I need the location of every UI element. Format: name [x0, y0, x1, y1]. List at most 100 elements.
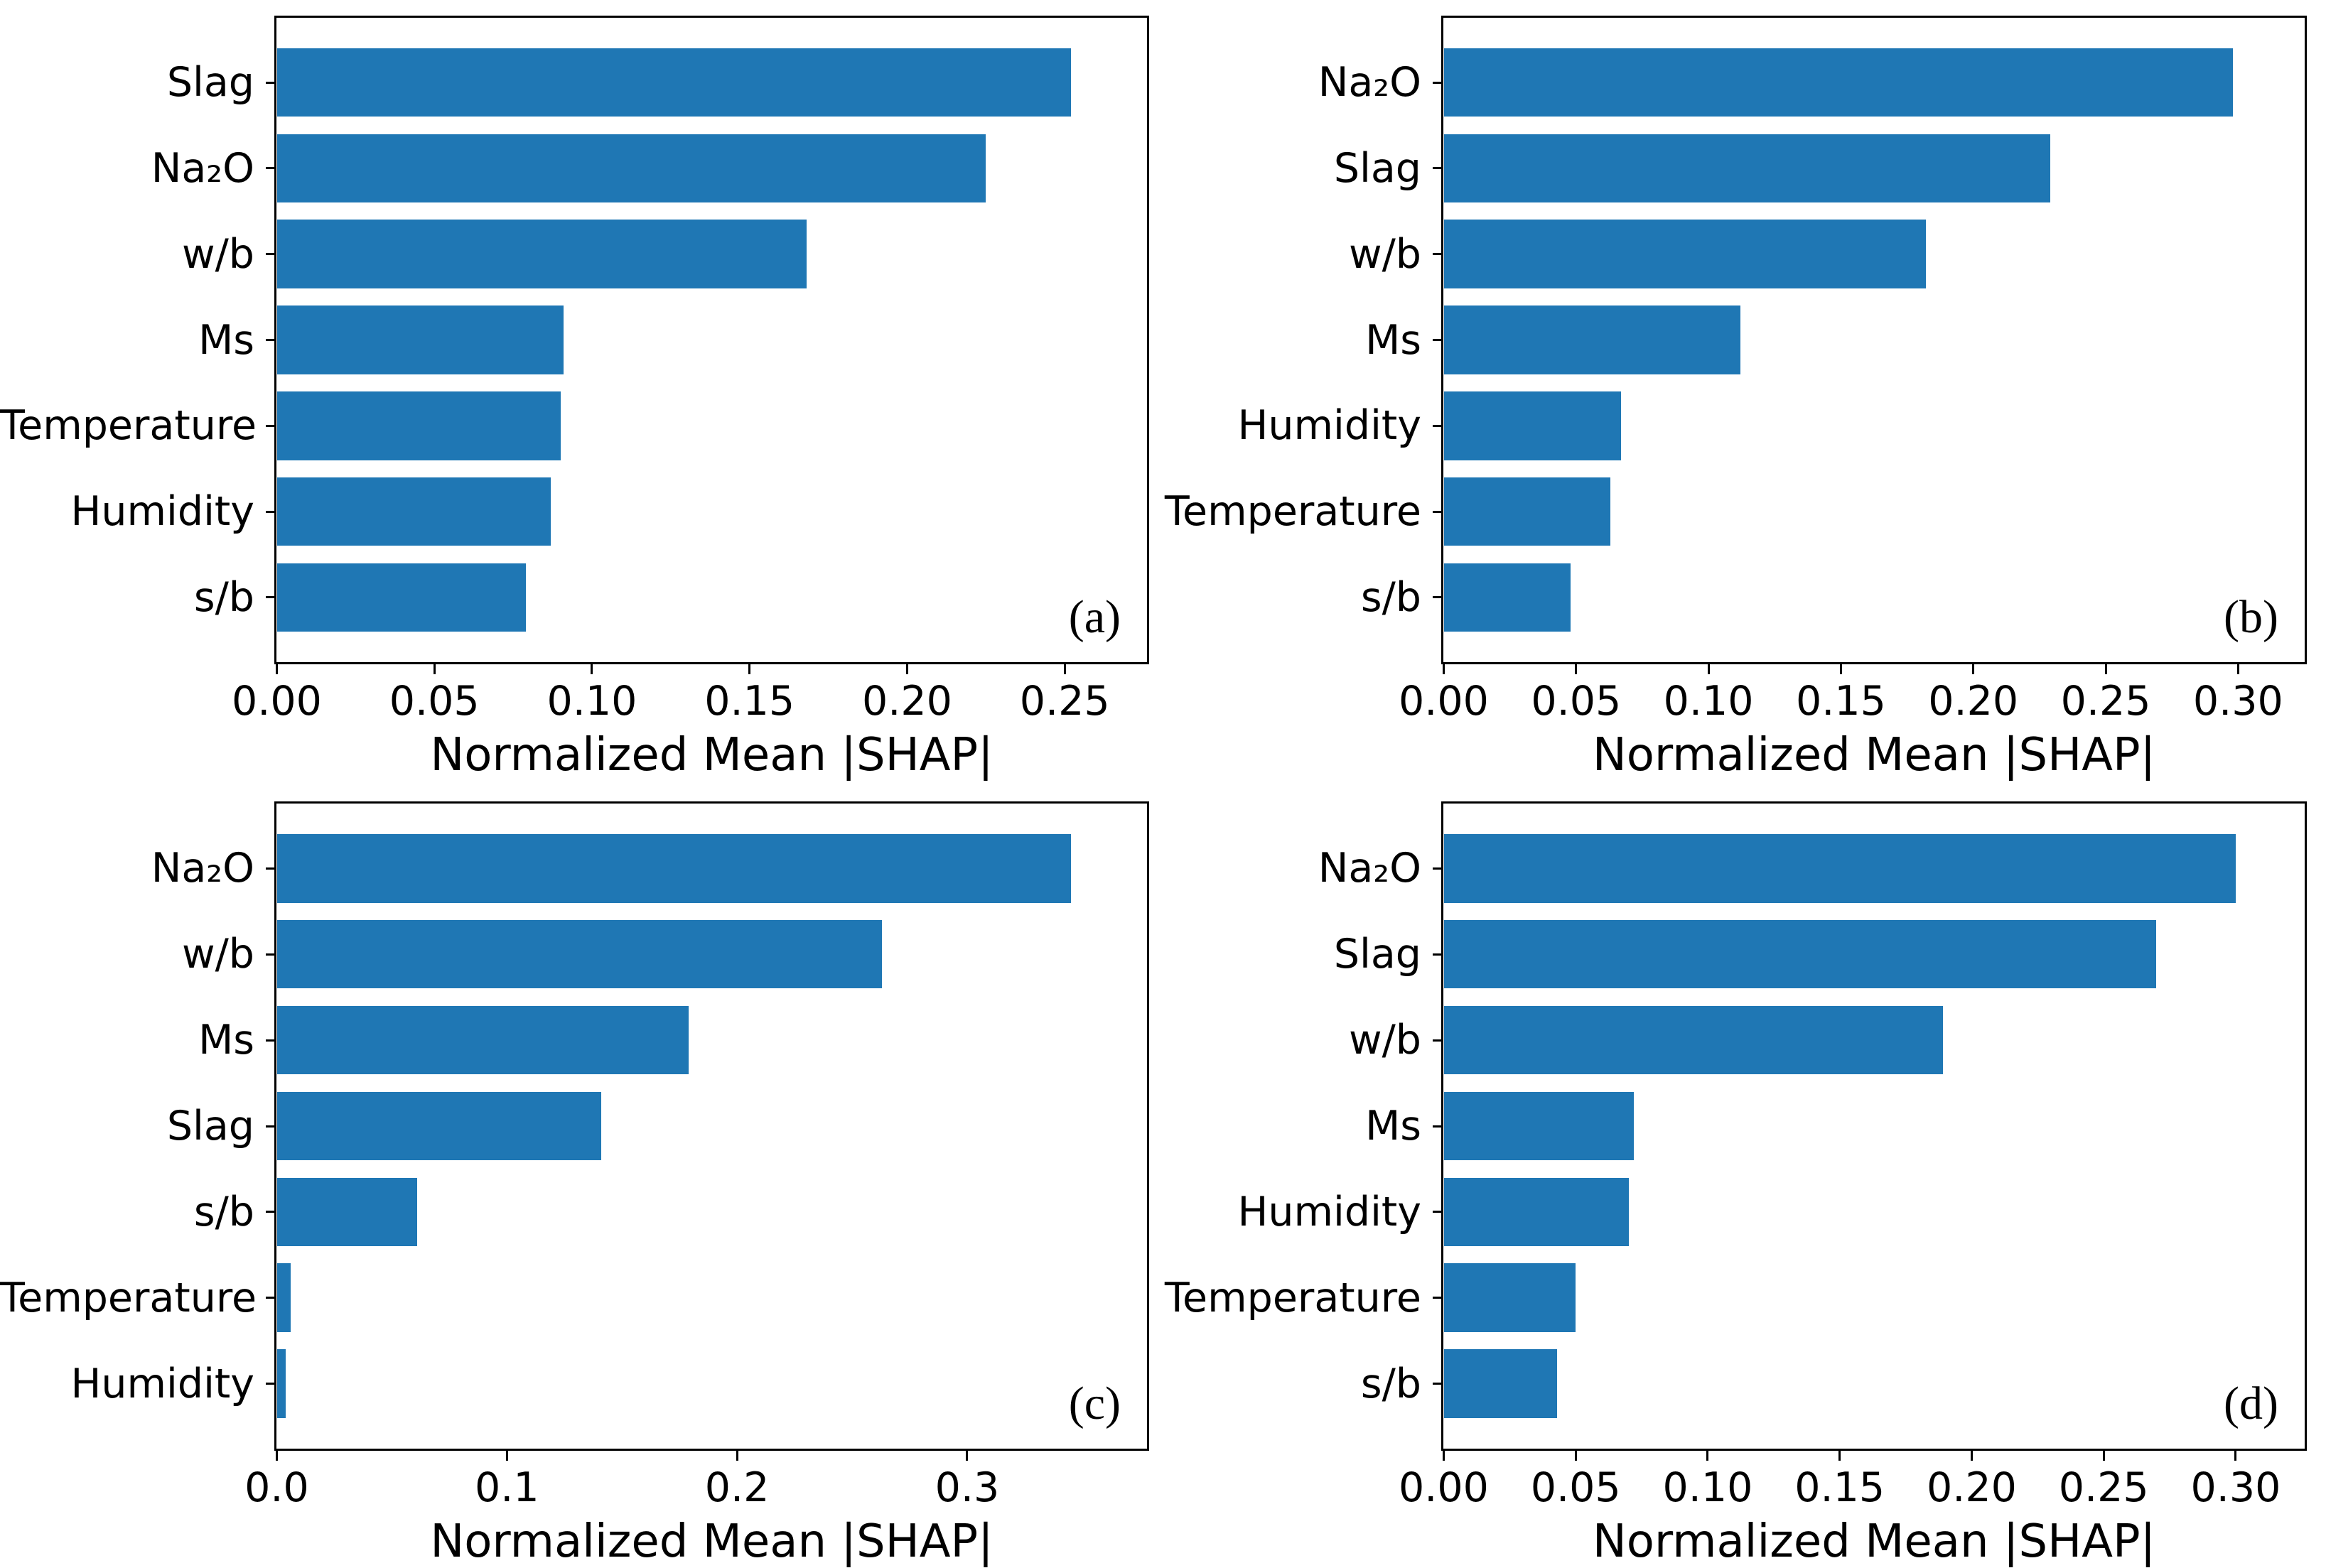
- y-tick-c-ms: [266, 1039, 274, 1042]
- x-tick-label-b-3: 0.15: [1795, 678, 1886, 725]
- x-axis-label-c: Normalized Mean |SHAP|: [430, 1515, 994, 1568]
- bar-a-ms: [276, 306, 564, 374]
- x-tick-label-d-2: 0.10: [1662, 1464, 1753, 1511]
- y-tick-a-ms: [266, 339, 274, 341]
- x-tick-b-3: [1839, 664, 1842, 674]
- bar-c-ms: [276, 1005, 689, 1075]
- x-tick-label-d-5: 0.25: [2058, 1464, 2149, 1511]
- y-tick-a-slag: [266, 81, 274, 84]
- bar-d-slag: [1443, 919, 2157, 989]
- bar-d-ms: [1443, 1091, 1634, 1161]
- y-tick-d-wb: [1433, 1039, 1441, 1042]
- y-tick-label-b-wb: w/b: [1348, 230, 1421, 278]
- y-tick-label-c-slag: Slag: [166, 1103, 254, 1150]
- x-tick-a-4: [905, 664, 908, 674]
- y-tick-a-sb: [266, 596, 274, 599]
- bar-b-sb: [1443, 563, 1571, 632]
- y-tick-c-nao: [266, 867, 274, 870]
- y-tick-label-c-wb: w/b: [181, 931, 254, 978]
- y-tick-label-c-sb: s/b: [193, 1188, 254, 1236]
- bar-d-temperature: [1443, 1263, 1576, 1333]
- y-tick-label-a-ms: Ms: [198, 316, 254, 364]
- x-axis-label-d: Normalized Mean |SHAP|: [1592, 1515, 2156, 1568]
- x-tick-c-3: [966, 1451, 969, 1461]
- x-tick-d-4: [1970, 1451, 1973, 1461]
- x-tick-c-0: [276, 1451, 278, 1461]
- y-tick-d-nao: [1433, 867, 1441, 870]
- y-tick-label-b-slag: Slag: [1333, 144, 1421, 192]
- bar-b-wb: [1443, 220, 1926, 288]
- bar-b-nao: [1443, 48, 2233, 117]
- x-tick-c-1: [505, 1451, 508, 1461]
- y-tick-d-ms: [1433, 1125, 1441, 1128]
- panel-letter-a: (a): [1068, 591, 1121, 643]
- y-tick-label-d-sb: s/b: [1360, 1360, 1421, 1407]
- bar-b-slag: [1443, 134, 2050, 203]
- y-tick-label-c-nao: Na₂O: [151, 845, 254, 892]
- x-tick-label-d-4: 0.20: [1926, 1464, 2017, 1511]
- y-tick-a-nao: [266, 167, 274, 170]
- y-tick-label-a-temperature: Temperature: [0, 402, 257, 450]
- y-tick-label-d-nao: Na₂O: [1318, 845, 1421, 892]
- x-tick-label-a-0: 0.00: [232, 678, 322, 725]
- x-tick-label-b-5: 0.25: [2060, 678, 2151, 725]
- x-tick-label-d-3: 0.15: [1794, 1464, 1885, 1511]
- y-tick-label-c-temperature: Temperature: [0, 1274, 257, 1321]
- bar-a-temperature: [276, 391, 561, 460]
- x-axis-label-b: Normalized Mean |SHAP|: [1592, 729, 2156, 782]
- x-tick-a-2: [591, 664, 593, 674]
- x-tick-d-3: [1838, 1451, 1841, 1461]
- y-tick-label-a-wb: w/b: [181, 230, 254, 278]
- panel-letter-b: (b): [2224, 591, 2278, 643]
- x-tick-a-3: [748, 664, 751, 674]
- x-tick-label-a-3: 0.15: [704, 678, 795, 725]
- y-tick-label-c-humidity: Humidity: [70, 1360, 254, 1407]
- x-tick-label-b-6: 0.30: [2192, 678, 2283, 725]
- bar-c-slag: [276, 1091, 602, 1161]
- y-tick-d-temperature: [1433, 1297, 1441, 1299]
- y-tick-label-a-humidity: Humidity: [70, 488, 254, 536]
- y-tick-c-slag: [266, 1125, 274, 1128]
- x-tick-d-1: [1574, 1451, 1577, 1461]
- x-tick-d-2: [1706, 1451, 1709, 1461]
- x-tick-a-5: [1063, 664, 1066, 674]
- y-tick-label-d-ms: Ms: [1365, 1103, 1421, 1150]
- x-tick-d-6: [2234, 1451, 2237, 1461]
- y-tick-a-temperature: [266, 424, 274, 427]
- bar-b-humidity: [1443, 391, 1622, 460]
- x-tick-b-5: [2104, 664, 2107, 674]
- x-tick-d-5: [2102, 1451, 2105, 1461]
- panel-letter-d: (d): [2224, 1378, 2278, 1429]
- x-tick-label-a-2: 0.10: [546, 678, 637, 725]
- y-tick-label-d-slag: Slag: [1333, 931, 1421, 978]
- x-tick-b-0: [1443, 664, 1445, 674]
- x-tick-label-a-4: 0.20: [861, 678, 952, 725]
- y-tick-c-humidity: [266, 1383, 274, 1385]
- x-tick-label-b-1: 0.05: [1531, 678, 1622, 725]
- y-tick-label-c-ms: Ms: [198, 1017, 254, 1064]
- y-tick-label-b-ms: Ms: [1365, 316, 1421, 364]
- x-tick-label-b-4: 0.20: [1928, 678, 2019, 725]
- y-tick-a-humidity: [266, 510, 274, 513]
- x-tick-label-d-1: 0.05: [1530, 1464, 1621, 1511]
- y-tick-label-b-temperature: Temperature: [1164, 488, 1421, 536]
- bar-a-humidity: [276, 477, 551, 546]
- x-tick-a-1: [433, 664, 436, 674]
- x-tick-label-a-5: 0.25: [1019, 678, 1110, 725]
- bar-c-nao: [276, 833, 1071, 903]
- y-tick-b-humidity: [1433, 424, 1441, 427]
- x-tick-label-b-2: 0.10: [1663, 678, 1754, 725]
- y-tick-b-wb: [1433, 253, 1441, 256]
- bar-a-nao: [276, 134, 986, 203]
- y-tick-label-d-wb: w/b: [1348, 1017, 1421, 1064]
- x-tick-label-b-0: 0.00: [1399, 678, 1489, 725]
- y-tick-b-sb: [1433, 596, 1441, 599]
- y-tick-d-slag: [1433, 953, 1441, 956]
- x-tick-d-0: [1443, 1451, 1445, 1461]
- bar-a-wb: [276, 220, 807, 288]
- y-tick-c-wb: [266, 953, 274, 956]
- y-tick-b-nao: [1433, 81, 1441, 84]
- x-tick-label-c-1: 0.1: [474, 1464, 539, 1511]
- y-tick-b-ms: [1433, 339, 1441, 341]
